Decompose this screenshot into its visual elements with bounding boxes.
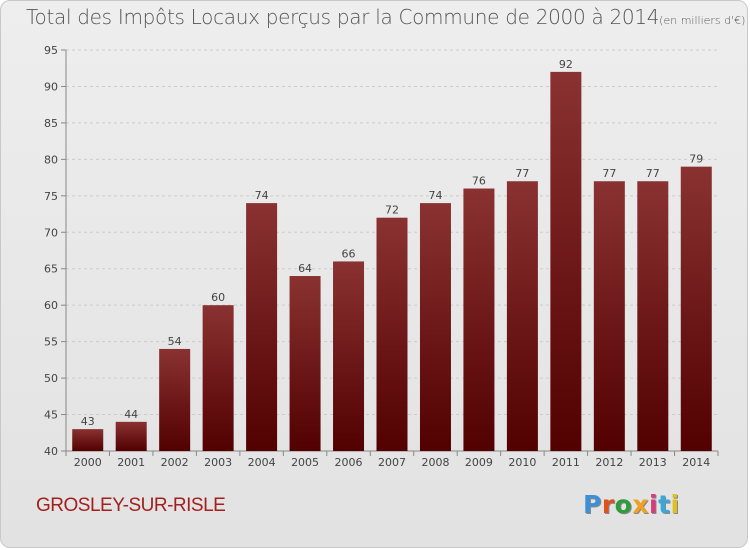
x-tick-label: 2001: [117, 456, 145, 469]
y-tick-label: 80: [44, 153, 58, 166]
chart-title: Total des Impôts Locaux perçus par la Co…: [26, 5, 745, 29]
bars: [72, 71, 712, 451]
data-label-2002: 54: [168, 335, 182, 348]
title-text: Total des Impôts Locaux perçus par la Co…: [26, 5, 660, 29]
x-tick-label: 2004: [248, 456, 276, 469]
data-label-2008: 74: [428, 189, 442, 202]
logo-letter: o: [614, 490, 633, 519]
y-tick-label: 40: [44, 445, 58, 458]
data-label-2003: 60: [211, 291, 225, 304]
bar-2007: [376, 217, 408, 451]
x-tick-label: 2014: [682, 456, 710, 469]
data-label-2011: 92: [559, 58, 573, 71]
bar-2012: [593, 181, 625, 451]
logo-letter: r: [601, 490, 615, 519]
x-tick-label: 2007: [378, 456, 406, 469]
bar-2008: [419, 203, 451, 451]
x-tick-label: 2006: [335, 456, 363, 469]
bar-2006: [333, 261, 365, 451]
data-label-2009: 76: [472, 175, 486, 188]
data-label-2000: 43: [81, 415, 95, 428]
bar-2002: [159, 348, 191, 451]
x-tick-label: 2005: [291, 456, 319, 469]
x-tick-label: 2009: [465, 456, 493, 469]
bar-2005: [289, 276, 321, 451]
logo-letter: P: [583, 490, 602, 519]
bar-2003: [202, 305, 234, 451]
x-tick-label: 2012: [595, 456, 623, 469]
bar-2000: [72, 429, 104, 451]
data-label-2004: 74: [255, 189, 269, 202]
bar-2013: [637, 181, 669, 451]
bar-2001: [115, 421, 147, 451]
y-tick-label: 90: [44, 80, 58, 93]
data-label-2005: 64: [298, 262, 312, 275]
logo-letter: t: [658, 490, 671, 519]
bar-2004: [246, 203, 278, 451]
y-tick-label: 60: [44, 299, 58, 312]
logo-letter: i: [649, 490, 659, 519]
data-label-2001: 44: [124, 408, 138, 421]
x-tick-label: 2011: [552, 456, 580, 469]
commune-name: GROSLEY-SUR-RISLE: [36, 495, 226, 516]
data-label-2007: 72: [385, 204, 399, 217]
proxiti-logo[interactable]: Proxiti: [583, 490, 680, 519]
x-tick-label: 2010: [508, 456, 536, 469]
y-tick-label: 65: [44, 263, 58, 276]
y-tick-label: 55: [44, 336, 58, 349]
y-tick-label: 45: [44, 409, 58, 422]
logo-letter: i: [670, 490, 680, 519]
data-label-2006: 66: [342, 247, 356, 260]
bar-2014: [680, 166, 712, 451]
y-tick-label: 50: [44, 372, 58, 385]
x-tick-label: 2008: [421, 456, 449, 469]
x-tick-label: 2003: [204, 456, 232, 469]
data-label-2013: 77: [646, 167, 660, 180]
data-label-2010: 77: [515, 167, 529, 180]
bar-2010: [506, 181, 538, 451]
data-label-2014: 79: [689, 153, 703, 166]
y-tick-label: 75: [44, 190, 58, 203]
y-tick-label: 85: [44, 117, 58, 130]
x-tick-label: 2002: [161, 456, 189, 469]
title-unit: (en milliers d'€): [659, 14, 746, 27]
bar-2011: [550, 71, 582, 451]
data-labels: 43 44 54 60 74 64 66 72 74 76 77 92 77 77 79: [81, 58, 704, 428]
x-tick-label: 2013: [639, 456, 667, 469]
y-tick-label: 70: [44, 226, 58, 239]
logo-letter: x: [632, 490, 649, 519]
x-tick-label: 2000: [74, 456, 102, 469]
data-label-2012: 77: [602, 167, 616, 180]
bar-2009: [463, 188, 495, 451]
y-tick-label: 95: [44, 44, 58, 57]
